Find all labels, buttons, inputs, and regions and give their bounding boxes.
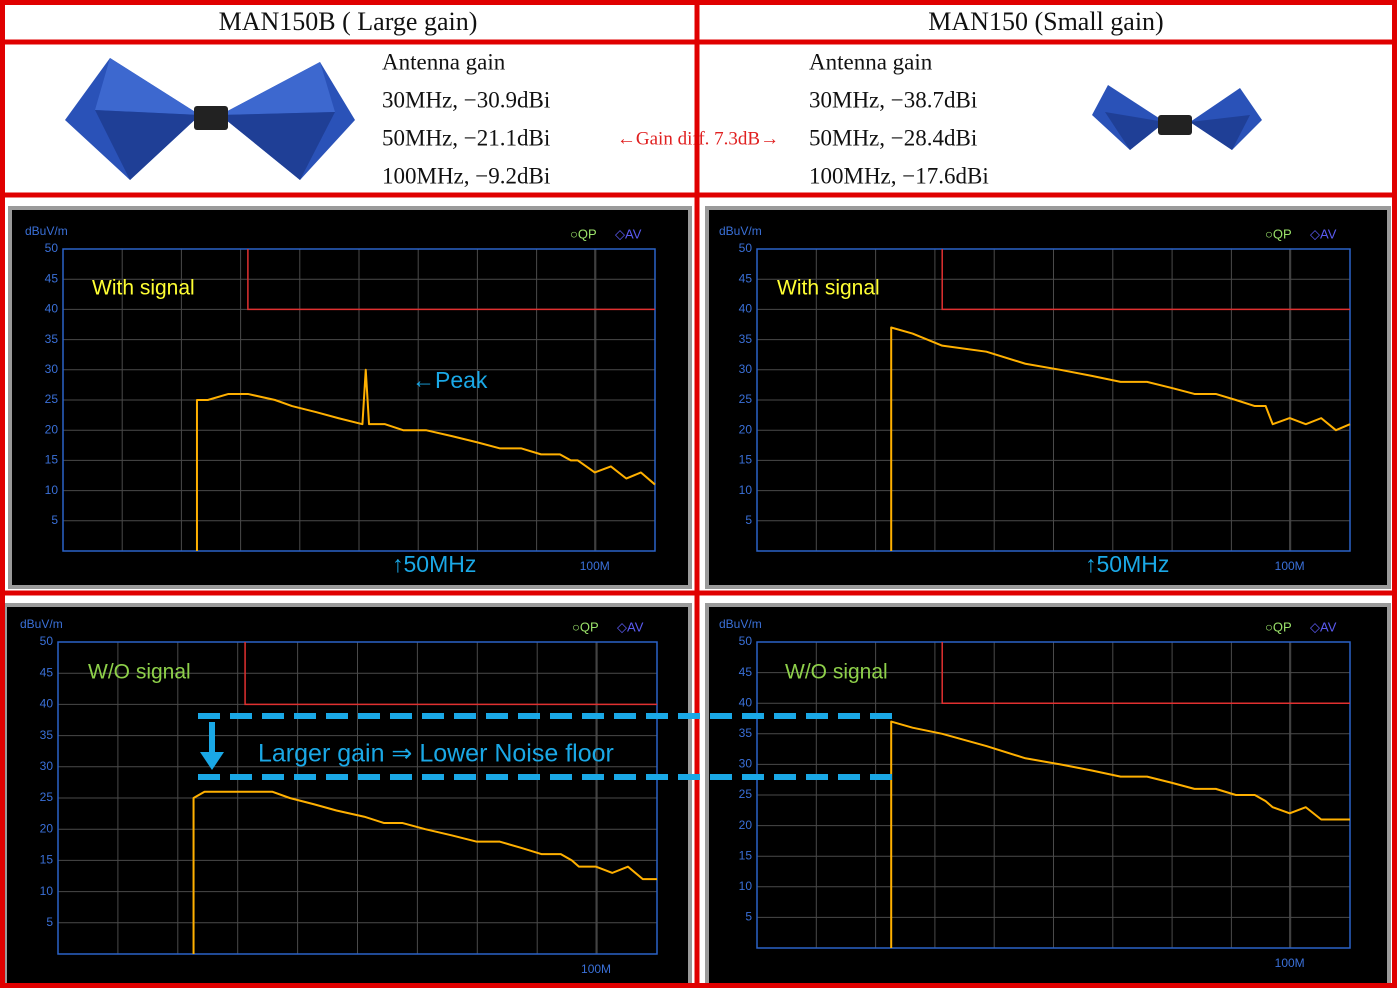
peak-label: ←Peak [412,367,488,393]
y-tick-label: 5 [745,910,752,924]
y-tick-label: 30 [739,362,753,376]
legend-entry: ○QP [1265,226,1292,241]
y-tick-label: 40 [40,697,54,711]
y-tick-label: 50 [739,241,753,255]
legend-entry: ◇AV [1310,619,1337,634]
y-tick-label: 45 [739,665,753,679]
gain-line: 30MHz, −38.7dBi [809,87,977,112]
gain-line: 100MHz, −17.6dBi [809,163,989,188]
y-tick-label: 15 [739,848,753,862]
y-tick-label: 5 [745,513,752,527]
legend-entry: ◇AV [615,226,642,241]
y-axis-label: dBuV/m [719,617,762,631]
y-tick-label: 40 [739,302,753,316]
x-tick-label: 100M [581,962,611,976]
legend-entry: ○QP [572,619,599,634]
right-title: MAN150 (Small gain) [928,7,1163,36]
y-axis-label: dBuV/m [719,224,762,238]
y-tick-label: 45 [45,271,59,285]
y-tick-label: 30 [40,759,54,773]
legend-entry: ◇AV [1310,226,1337,241]
y-tick-label: 35 [739,726,753,740]
overlay-text: Larger gain ⇒ Lower Noise floor [258,740,614,768]
y-tick-label: 25 [40,790,54,804]
y-tick-label: 35 [40,728,54,742]
condition-label: With signal [92,277,195,300]
y-tick-label: 25 [45,392,59,406]
y-axis-label: dBuV/m [25,224,68,238]
gain-heading: Antenna gain [382,49,506,74]
condition-label: With signal [777,277,880,300]
y-tick-label: 10 [45,483,59,497]
chart-panel [707,208,1389,587]
y-tick-label: 20 [45,422,59,436]
x-tick-label: 100M [1275,956,1305,970]
y-tick-label: 20 [739,818,753,832]
y-tick-label: 5 [46,915,53,929]
y-tick-label: 10 [739,879,753,893]
gain-line: 50MHz, −28.4dBi [809,125,977,150]
y-axis-label: dBuV/m [20,617,63,631]
x-tick-label: 100M [580,559,610,573]
y-tick-label: 35 [45,332,59,346]
y-tick-label: 50 [739,634,753,648]
gain-line: 50MHz, −21.1dBi [382,125,550,150]
legend-entry: ◇AV [617,619,644,634]
y-tick-label: 25 [739,392,753,406]
page: MAN150B ( Large gain) MAN150 (Small gain… [0,0,1397,988]
left-title: MAN150B ( Large gain) [219,7,478,36]
y-tick-label: 15 [45,453,59,467]
y-tick-label: 20 [739,422,753,436]
y-tick-label: 15 [40,853,54,867]
x-tick-label: 100M [1275,559,1305,573]
y-tick-label: 20 [40,821,54,835]
gain-line: 30MHz, −30.9dBi [382,87,550,112]
y-tick-label: 25 [739,787,753,801]
y-tick-label: 40 [739,695,753,709]
legend-entry: ○QP [570,226,597,241]
y-tick-label: 50 [45,241,59,255]
y-tick-label: 40 [45,302,59,316]
condition-label: W/O signal [785,661,888,684]
y-tick-label: 50 [40,634,54,648]
y-tick-label: 45 [40,665,54,679]
y-tick-label: 5 [51,513,58,527]
gain-heading: Antenna gain [809,49,933,74]
y-tick-label: 35 [739,332,753,346]
legend-entry: ○QP [1265,619,1292,634]
gain-line: 100MHz, −9.2dBi [382,163,550,188]
y-tick-label: 45 [739,271,753,285]
y-tick-label: 15 [739,453,753,467]
y-tick-label: 30 [739,757,753,771]
marker-label: ↑50MHz [392,551,476,577]
marker-label: ↑50MHz [1085,551,1169,577]
y-tick-label: 30 [45,362,59,376]
condition-label: W/O signal [88,661,191,684]
y-tick-label: 10 [739,483,753,497]
chart-panel [10,208,690,587]
y-tick-label: 10 [40,884,54,898]
